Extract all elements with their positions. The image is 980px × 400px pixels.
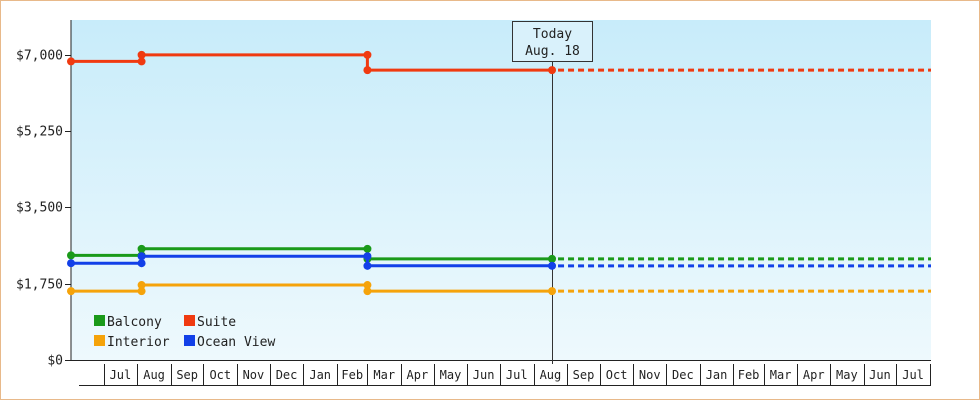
- x-month-label: Feb: [341, 368, 363, 382]
- data-point: [363, 287, 372, 296]
- x-month-label: Apr: [803, 368, 825, 382]
- y-tick-label: $1,750: [16, 278, 63, 293]
- data-point: [137, 287, 146, 296]
- x-month-label: Oct: [209, 368, 231, 382]
- data-point: [137, 252, 146, 261]
- today-label: Today: [533, 27, 572, 42]
- x-month-label: May: [836, 368, 858, 382]
- data-point: [137, 244, 146, 253]
- today-date: Aug. 18: [525, 44, 580, 59]
- series-line-ocean-view: [71, 254, 552, 268]
- data-point: [548, 287, 557, 296]
- plot-area: [71, 20, 931, 360]
- x-month-label: Aug: [143, 368, 165, 382]
- data-point: [548, 254, 557, 263]
- data-point: [67, 57, 75, 66]
- x-month-label: Jun: [869, 368, 891, 382]
- x-month-label: Dec: [276, 368, 298, 382]
- y-tick-label: $3,500: [16, 201, 63, 216]
- series-line-interior: [71, 283, 552, 293]
- y-tick-label: $0: [47, 354, 63, 369]
- x-month-label: Aug: [540, 368, 562, 382]
- legend-label: Balcony: [107, 315, 162, 330]
- data-point: [363, 281, 372, 290]
- x-month-label: Mar: [373, 368, 395, 382]
- data-point: [67, 251, 75, 260]
- x-month-label: Apr: [407, 368, 429, 382]
- data-point: [137, 57, 146, 66]
- data-point: [363, 50, 372, 59]
- data-point: [363, 252, 372, 261]
- x-month-label: Jan: [706, 368, 728, 382]
- data-point: [363, 244, 372, 253]
- x-month-label: May: [440, 368, 462, 382]
- y-tick-label: $7,000: [16, 49, 63, 64]
- data-point: [137, 281, 146, 290]
- x-month-label: Sep: [176, 368, 198, 382]
- data-point: [548, 261, 557, 270]
- x-month-label: Jan: [309, 368, 331, 382]
- x-month-label: Jul: [506, 368, 528, 382]
- legend-swatch: [184, 315, 195, 326]
- data-point: [137, 50, 146, 59]
- legend-label: Ocean View: [197, 335, 275, 350]
- data-point: [363, 66, 372, 75]
- series-line-balcony: [71, 247, 552, 261]
- x-month-label: Mar: [770, 368, 792, 382]
- today-box: [512, 21, 593, 62]
- x-month-label: Jul: [110, 368, 132, 382]
- y-tick-label: $5,250: [16, 125, 63, 140]
- legend-label: Interior: [107, 335, 170, 350]
- series-line-suite: [71, 53, 552, 72]
- x-month-label: Feb: [738, 368, 760, 382]
- x-month-label: Nov: [639, 368, 661, 382]
- x-month-label: Dec: [672, 368, 694, 382]
- data-point: [137, 259, 146, 268]
- data-point: [67, 259, 75, 268]
- data-point: [363, 261, 372, 270]
- x-month-label: Nov: [243, 368, 265, 382]
- legend-swatch: [94, 335, 105, 346]
- x-month-label: Jun: [473, 368, 495, 382]
- data-point: [67, 287, 75, 296]
- legend-label: Suite: [197, 315, 236, 330]
- legend-swatch: [94, 315, 105, 326]
- x-month-label: Jul: [902, 368, 924, 382]
- x-month-label: Sep: [573, 368, 595, 382]
- legend-swatch: [184, 335, 195, 346]
- x-month-label: Oct: [606, 368, 628, 382]
- data-point: [548, 66, 557, 75]
